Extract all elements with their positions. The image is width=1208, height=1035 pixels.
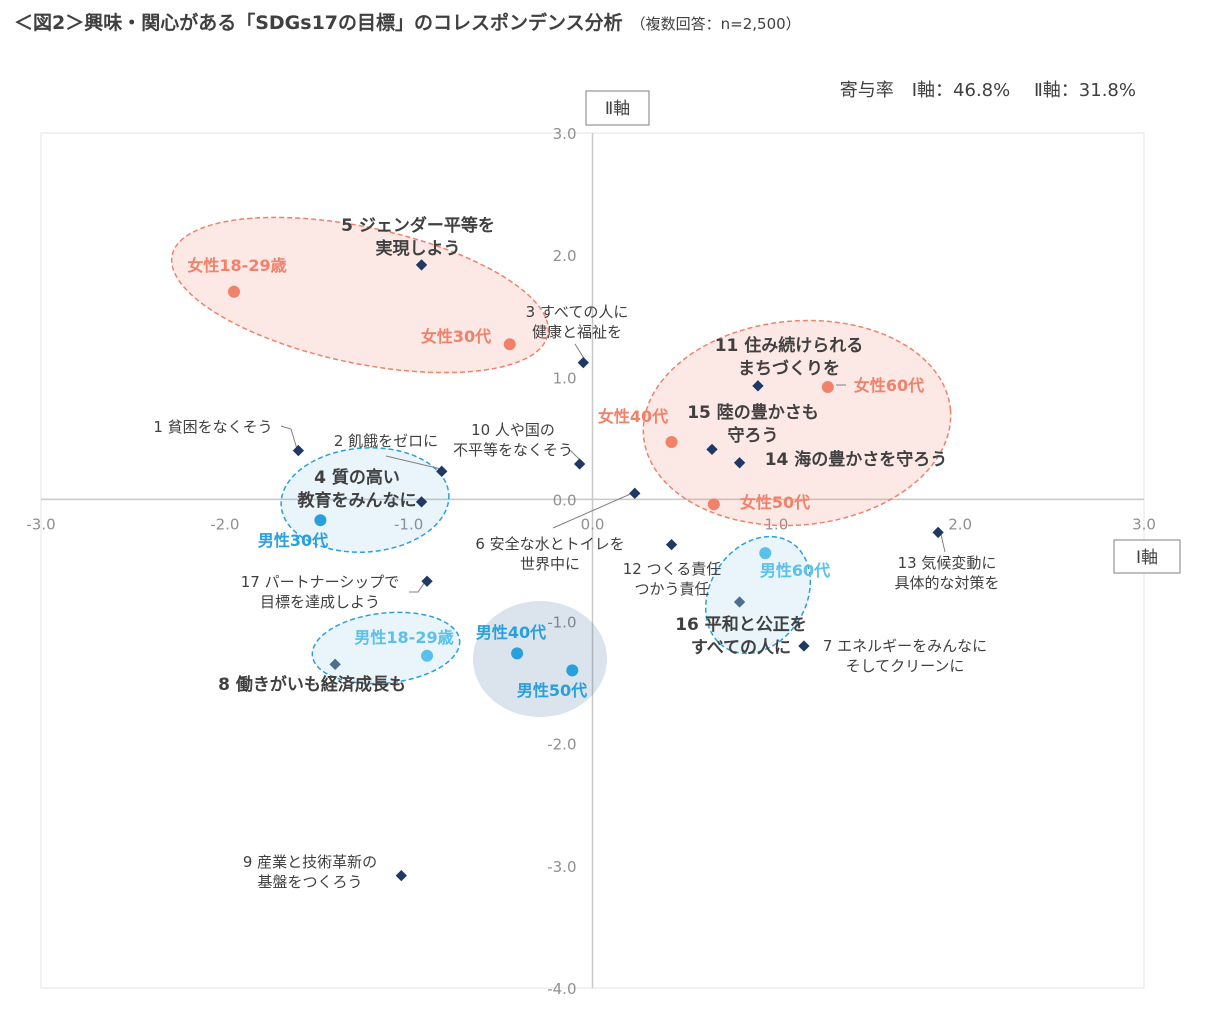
goal-point: [752, 380, 764, 392]
goal-label: 3 すべての人に健康と福祉を: [526, 303, 629, 341]
female-point: [707, 498, 720, 511]
female-label: 女性18-29歳: [187, 256, 286, 275]
cluster-ellipse-4: [311, 611, 461, 685]
goal-label-leader: [552, 491, 636, 529]
goal-point: [395, 869, 407, 882]
y-tick-label: -3.0: [547, 858, 576, 876]
female-point: [503, 338, 516, 351]
x-tick-label: -1.0: [394, 515, 423, 533]
goal-point: [421, 575, 433, 587]
male-label: 男性40代: [476, 623, 546, 642]
x-tick-label: -2.0: [210, 515, 239, 533]
male-point: [314, 514, 327, 527]
goal-label: 15 陸の豊かさも守ろう: [687, 402, 819, 446]
male-label: 男性30代: [258, 531, 328, 550]
x-tick-label: 0.0: [581, 515, 605, 533]
goal-label: 7 エネルギーをみんなにそしてクリーンに: [823, 637, 987, 675]
x-axis-label-text: Ⅰ軸: [1136, 548, 1158, 568]
goal-label-leader: [280, 425, 298, 450]
goal-point: [733, 457, 746, 469]
goal-point: [932, 526, 944, 539]
y-tick-label: -1.0: [547, 614, 576, 632]
x-axis-label-box: [1113, 539, 1181, 574]
x-tick-label: -3.0: [26, 515, 55, 533]
cluster-ellipse-1: [170, 216, 550, 374]
goal-label-leader: [385, 455, 442, 470]
x-tick-label: 1.0: [764, 515, 788, 533]
male-point: [421, 649, 434, 662]
male-point: [759, 547, 772, 560]
goal-label: 17 パートナーシップで目標を達成しよう: [241, 573, 400, 611]
goal-label: 12 つくる責任つかう責任: [623, 560, 722, 598]
goal-label: 11 住み続けられるまちづくりを: [715, 335, 864, 379]
male-label: 男性60代: [760, 561, 830, 580]
goal-point: [577, 356, 589, 369]
female-label: 女性60代: [854, 376, 924, 395]
y-tick-label: 2.0: [553, 247, 577, 265]
goal-label: 16 平和と公正をすべての人に: [675, 615, 807, 658]
goal-label: 4 質の高い教育をみんなに: [297, 467, 417, 511]
cluster-ellipse-6: [704, 535, 812, 655]
goal-point: [415, 259, 428, 271]
cluster-ellipse-5: [473, 601, 607, 717]
y-tick-label: 3.0: [553, 125, 577, 143]
goal-point: [629, 487, 641, 499]
male-label: 男性18-29歳: [354, 628, 453, 647]
y-tick-label: -4.0: [547, 980, 576, 998]
female-label: 女性30代: [421, 327, 491, 346]
goal-label: 10 人や国の不平等をなくそう: [453, 421, 573, 459]
goal-point: [733, 596, 746, 608]
y-tick-label: -2.0: [547, 736, 576, 754]
goal-point: [436, 465, 448, 477]
goal-point: [665, 538, 678, 551]
goal-label: 8 働きがいも経済成長も: [218, 674, 406, 695]
male-label: 男性50代: [517, 681, 587, 700]
goal-label: 13 気候変動に具体的な対策を: [894, 554, 999, 592]
chart-title-subtitle: （複数回答：n=2,500）: [630, 15, 801, 33]
female-label: 女性50代: [740, 493, 810, 512]
goal-label: 2 飢餓をゼロに: [334, 432, 438, 450]
x-tick-label: 2.0: [948, 515, 972, 533]
male-point: [566, 664, 579, 677]
goal-point: [706, 443, 718, 456]
goal-label: 14 海の豊かさを守ろう: [765, 449, 948, 470]
y-tick-label: 1.0: [553, 369, 577, 387]
goal-label: 6 安全な水とトイレを世界中に: [475, 535, 624, 573]
y-axis-label-box: [585, 90, 650, 126]
goal-point: [292, 444, 305, 457]
male-point: [511, 647, 524, 660]
goal-label: 1 貧困をなくそう: [153, 418, 272, 436]
y-tick-label: 0.0: [553, 491, 577, 509]
goal-point: [415, 496, 428, 508]
y-axis-label: Ⅱ軸: [585, 90, 650, 126]
goal-point: [798, 640, 810, 652]
contribution-rate: 寄与率 Ⅰ軸：46.8% Ⅱ軸：31.8%: [840, 80, 1136, 101]
goal-point: [329, 658, 341, 670]
female-point: [665, 436, 678, 449]
goal-label: 5 ジェンダー平等を実現しよう: [341, 215, 495, 259]
female-label: 女性40代: [598, 407, 668, 426]
y-axis-label-text: Ⅱ軸: [605, 99, 630, 119]
goal-label: 9 産業と技術革新の基盤をつくろう: [243, 853, 377, 891]
female-point: [821, 381, 834, 394]
female-point: [228, 285, 241, 298]
x-tick-label: 3.0: [1132, 515, 1156, 533]
goal-point: [573, 458, 586, 470]
cluster-ellipse-2: [642, 319, 952, 527]
chart-title-main: ＜図2＞興味・関心がある「SDGs17の目標」のコレスポンデンス分析: [14, 12, 623, 34]
x-axis-label: Ⅰ軸: [1113, 539, 1181, 574]
cluster-ellipse-3: [280, 447, 450, 553]
chart-title: ＜図2＞興味・関心がある「SDGs17の目標」のコレスポンデンス分析 （複数回答：…: [14, 8, 801, 35]
